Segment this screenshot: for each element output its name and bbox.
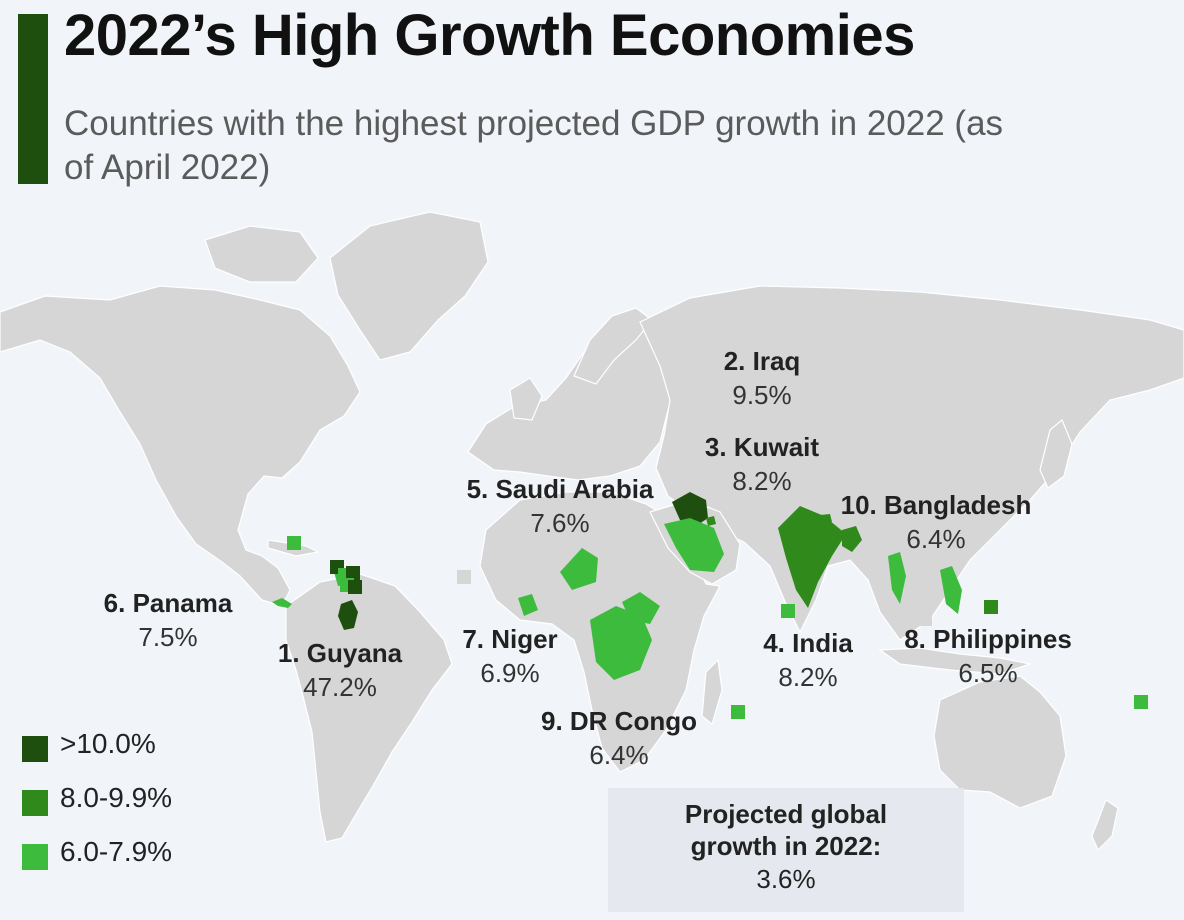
iraq-region: [672, 492, 708, 526]
label-niger: 7. Niger 6.9%: [462, 624, 558, 688]
bangladesh-region: [842, 526, 862, 552]
vietnam-region: [888, 552, 906, 604]
label-panama: 6. Panama 7.5%: [103, 588, 233, 652]
cote-ivoire-region: [518, 594, 538, 616]
arctic-islands-landmass: [204, 225, 319, 283]
legend-swatch: [22, 736, 48, 762]
maldives-marker: [781, 604, 795, 618]
indonesia-landmass: [878, 647, 1033, 675]
legend-label: 6.0-7.9%: [60, 836, 173, 867]
greenland-landmass: [329, 211, 489, 361]
philippines-region: [940, 566, 962, 614]
chart-title: 2022’s High Growth Economies: [64, 3, 915, 68]
label-india: 4. India 8.2%: [763, 628, 853, 692]
mauritius-marker: [731, 705, 745, 719]
south-america-landmass: [285, 573, 453, 843]
caribbean-marker-dark-2: [346, 566, 360, 580]
label-saudi-arabia: 5. Saudi Arabia 7.6%: [466, 474, 654, 538]
global-growth-box: Projected global growth in 2022: 3.6%: [608, 788, 964, 912]
japan-landmass: [1039, 419, 1073, 489]
global-growth-label: Projected global growth in 2022:: [684, 799, 888, 861]
label-bangladesh: 10. Bangladesh 6.4%: [840, 490, 1032, 554]
palau-marker: [984, 600, 998, 614]
panama-region: [272, 598, 292, 608]
caribbean-marker: [287, 536, 301, 550]
atlantic-marker: [457, 570, 471, 584]
label-philippines: 8. Philippines 6.5%: [904, 624, 1072, 688]
label-iraq: 2. Iraq 9.5%: [723, 346, 801, 410]
ethiopia-region: [622, 592, 660, 624]
dr-congo-region: [590, 606, 652, 680]
legend-swatch: [22, 844, 48, 870]
nepal-region: [810, 514, 832, 524]
asia-island-marker: [918, 612, 932, 626]
label-kuwait: 3. Kuwait 8.2%: [704, 432, 820, 496]
global-growth-value: 3.6%: [756, 864, 816, 894]
label-guyana: 1. Guyana 47.2%: [277, 638, 403, 702]
europe-landmass: [467, 317, 677, 481]
kuwait-region: [706, 516, 716, 526]
chart-subtitle: Countries with the highest projected GDP…: [64, 104, 1004, 187]
britain-landmass: [509, 377, 543, 421]
india-region: [778, 506, 846, 608]
saudi-arabia-region: [664, 518, 724, 572]
new-zealand-landmass: [1091, 799, 1119, 852]
pacific-marker: [1134, 695, 1148, 709]
north-america-landmass: [0, 285, 361, 607]
niger-region: [560, 548, 598, 590]
accent-bar: [18, 14, 48, 184]
guyana-region: [338, 600, 358, 630]
legend-label: 8.0-9.9%: [60, 782, 173, 813]
legend-label: >10.0%: [60, 728, 156, 759]
label-dr-congo: 9. DR Congo 6.4%: [541, 706, 697, 770]
madagascar-landmass: [701, 658, 723, 726]
australia-landmass: [933, 675, 1067, 809]
caribbean-marker-dark-3: [348, 580, 362, 594]
legend-swatch: [22, 790, 48, 816]
